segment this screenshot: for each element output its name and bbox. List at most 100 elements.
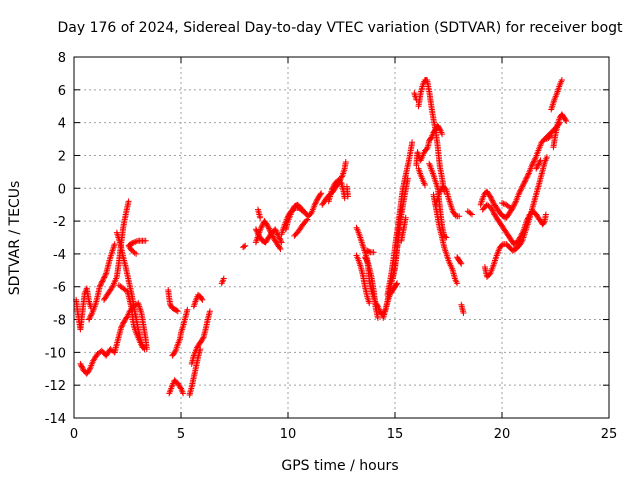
data-point [311, 201, 318, 208]
data-point [402, 214, 409, 221]
data-point [524, 216, 531, 223]
data-point [511, 201, 518, 207]
data-point [558, 77, 565, 83]
data-point [184, 306, 191, 313]
data-point [278, 239, 285, 246]
data-point [257, 214, 264, 221]
data-point [98, 279, 105, 286]
data-point [266, 225, 272, 232]
data-point [288, 209, 295, 216]
data-point [511, 202, 517, 209]
data-point [125, 198, 132, 205]
data-point [525, 214, 532, 221]
data-point [173, 307, 180, 314]
data-point [275, 232, 282, 239]
data-point [523, 218, 530, 225]
data-point [99, 277, 106, 284]
x-tick-label: 15 [387, 427, 404, 442]
plot-frame [73, 56, 610, 419]
data-point [456, 213, 463, 220]
y-tick-label: 8 [58, 51, 66, 66]
data-point [490, 210, 497, 217]
data-point [86, 315, 93, 322]
data-point [404, 175, 411, 182]
data-point [489, 197, 496, 204]
data-point [518, 231, 525, 238]
data-point [507, 205, 514, 211]
data-point [530, 159, 537, 166]
data-point [199, 296, 206, 303]
data-point [488, 205, 495, 211]
y-tick-label: 4 [58, 117, 66, 132]
data-point [519, 230, 526, 237]
data-point [427, 135, 434, 142]
data-point [254, 230, 261, 237]
chart-title: Day 176 of 2024, Sidereal Day-to-day VTE… [57, 20, 623, 36]
data-point [264, 223, 271, 229]
data-point [330, 184, 337, 191]
grid-lines [74, 57, 609, 418]
data-point [111, 241, 118, 248]
data-point [276, 235, 283, 242]
data-point [96, 283, 103, 290]
data-point [413, 96, 420, 103]
data-point [520, 182, 526, 189]
data-point [374, 314, 381, 321]
data-point [364, 259, 371, 266]
data-point [520, 181, 527, 187]
data-point [394, 280, 401, 287]
data-point [289, 207, 296, 214]
data-point [517, 233, 524, 240]
y-tick-label: -6 [53, 281, 66, 296]
data-point [277, 238, 284, 245]
data-point [458, 260, 465, 267]
data-point [363, 256, 370, 263]
data-point [97, 282, 104, 289]
data-point [512, 199, 519, 206]
data-point [518, 186, 524, 193]
data-point [488, 206, 495, 213]
data-point [517, 187, 524, 194]
data-point [180, 390, 187, 397]
data-point [529, 161, 536, 167]
data-point [490, 208, 497, 215]
data-point [87, 313, 94, 320]
y-tick-label: -14 [45, 412, 66, 427]
data-point [273, 228, 280, 235]
data-point [199, 335, 206, 342]
data-point [304, 216, 311, 223]
y-tick-label: -4 [53, 248, 66, 263]
data-point [521, 179, 528, 186]
data-point [253, 227, 260, 234]
data-point [487, 193, 494, 200]
data-point [171, 349, 178, 355]
data-point [562, 116, 569, 123]
data-point [101, 273, 108, 280]
data-point [460, 310, 467, 316]
data-point [142, 237, 149, 244]
data-point [258, 223, 265, 230]
data-point [536, 160, 543, 167]
data-point [341, 195, 348, 202]
data-point [198, 295, 205, 302]
x-tick-label: 25 [601, 427, 618, 442]
data-point [328, 186, 335, 193]
data-point [516, 188, 523, 195]
data-point [488, 196, 495, 203]
x-tick-label: 20 [494, 427, 511, 442]
data-point [78, 362, 85, 369]
data-point [518, 184, 525, 191]
data-point [393, 281, 400, 288]
data-point [101, 274, 108, 281]
y-tick-label: -10 [45, 346, 66, 361]
data-point [469, 211, 475, 218]
data-point [523, 174, 530, 181]
data-point [254, 228, 261, 235]
data-point [118, 324, 125, 331]
data-point [467, 210, 474, 217]
data-point [457, 259, 464, 266]
data-point [220, 275, 227, 282]
data-point [542, 211, 549, 218]
data-point [329, 185, 336, 192]
